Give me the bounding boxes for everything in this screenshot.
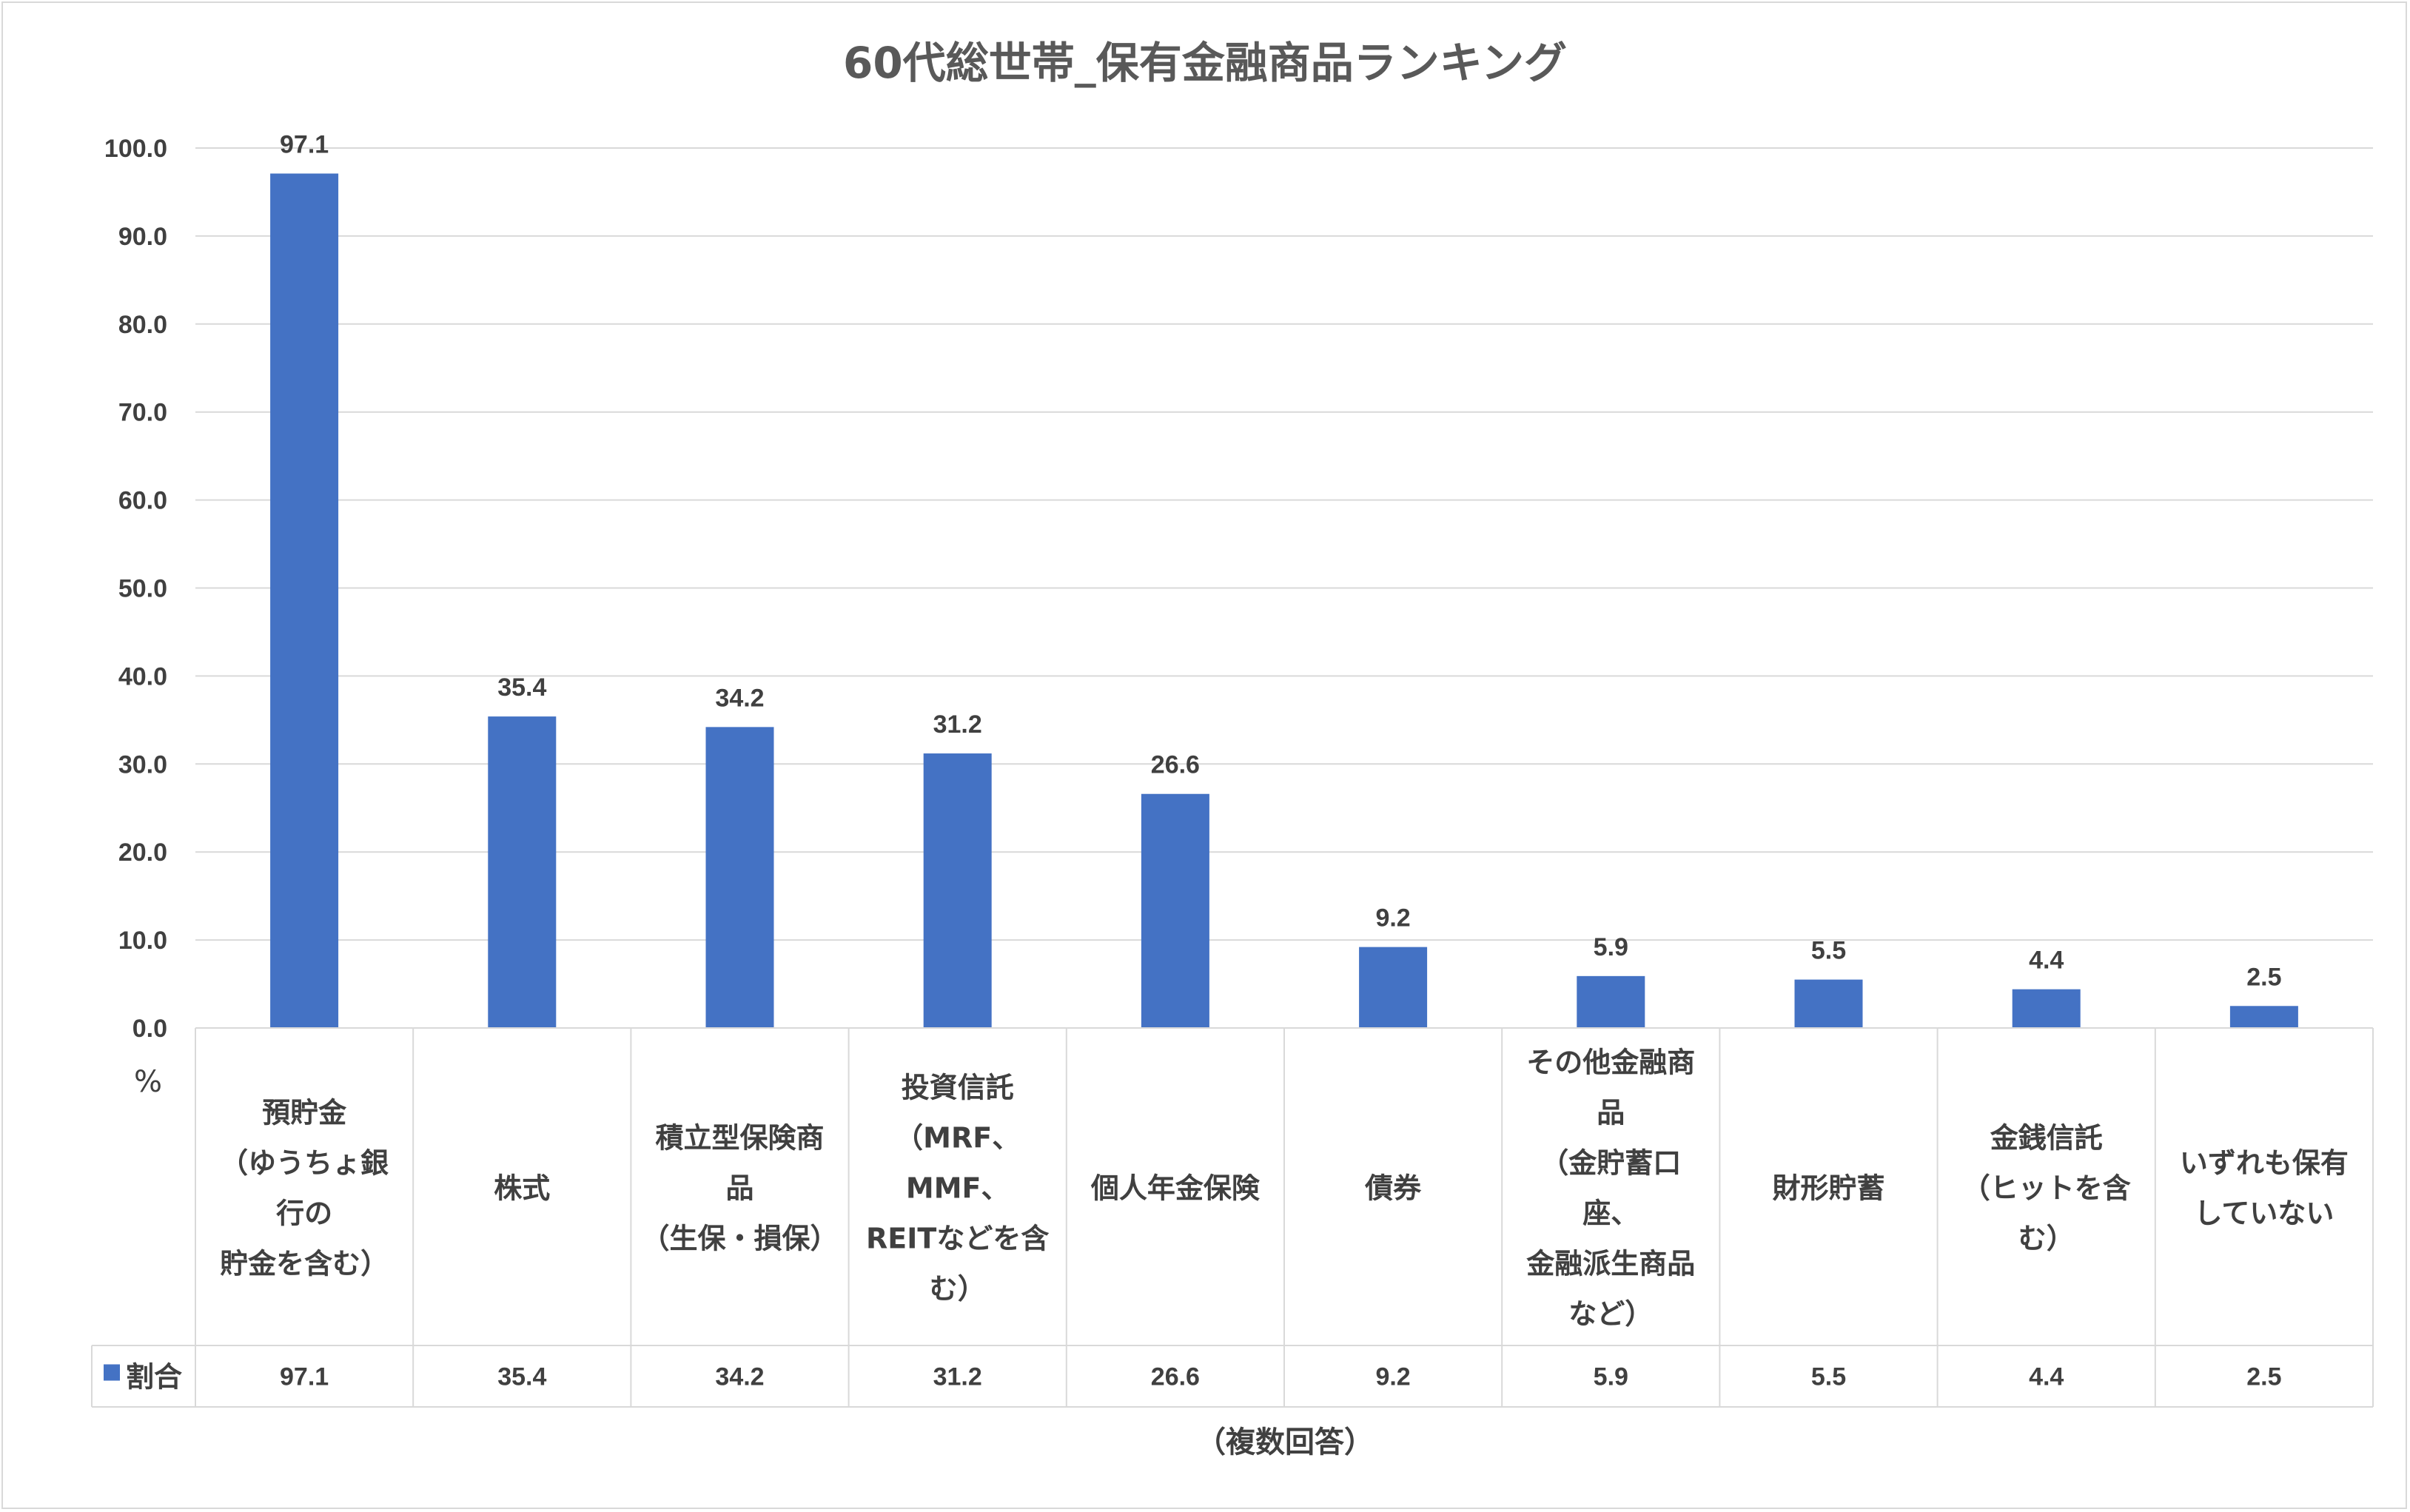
bar	[2012, 989, 2081, 1028]
y-tick-label: 30.0	[118, 750, 167, 779]
bar	[1577, 975, 1645, 1028]
bar	[270, 173, 339, 1029]
bar	[1794, 979, 1863, 1028]
table-value: 4.4	[2029, 1363, 2064, 1391]
y-tick-label: 20.0	[118, 839, 167, 867]
category-label: 金銭信託（ヒットを含む）	[1962, 1122, 2131, 1255]
y-tick-label: 100.0	[104, 135, 167, 163]
category-label: その他金融商品（金貯蓄口座、金融派生商品など）	[1525, 1046, 1695, 1331]
table-value: 5.9	[1594, 1363, 1628, 1391]
table-value: 5.5	[1811, 1363, 1846, 1391]
data-label: 2.5	[2246, 963, 2281, 991]
bar	[1141, 793, 1209, 1028]
table-value: 9.2	[1375, 1363, 1410, 1391]
data-label: 35.4	[497, 673, 546, 702]
legend-swatch	[104, 1364, 120, 1381]
category-label: 預貯金（ゆうちょ銀行の貯金を含む）	[220, 1097, 389, 1280]
y-tick-label: 50.0	[118, 575, 167, 603]
table-value: 34.2	[715, 1363, 764, 1391]
y-axis-unit: %	[134, 1065, 162, 1099]
x-axis-label: （複数回答）	[1196, 1425, 1374, 1459]
category-label: いずれも保有していない	[2180, 1147, 2349, 1230]
data-label: 5.9	[1594, 933, 1628, 961]
y-tick-label: 60.0	[118, 487, 167, 515]
data-label: 5.5	[1811, 937, 1846, 965]
y-tick-label: 40.0	[118, 662, 167, 691]
y-tick-label: 80.0	[118, 311, 167, 339]
table-value: 31.2	[933, 1363, 982, 1391]
legend-label: 割合	[126, 1361, 182, 1394]
bar	[705, 727, 774, 1028]
chart-title: 60代総世帯_保有金融商品ランキング	[843, 38, 1567, 88]
data-label: 31.2	[933, 710, 982, 739]
category-label: 個人年金保険	[1090, 1172, 1261, 1205]
data-label: 26.6	[1151, 751, 1200, 779]
data-table: 預貯金（ゆうちょ銀行の貯金を含む） 株式 積立型保険商品（生保・損保）投資信託（MR…	[91, 1027, 2374, 1408]
category-label: 債券	[1364, 1172, 1422, 1205]
table-value: 26.6	[1151, 1363, 1200, 1391]
y-tick-label: 10.0	[118, 927, 167, 955]
category-label: 積立型保険商品（生保・損保）	[641, 1122, 838, 1255]
category-label: 財形貯蓄	[1772, 1172, 1884, 1205]
bar	[1359, 947, 1428, 1028]
data-labels: 97.1 35.4 34.2 31.2 26.6 9.2 5.9 5.5 4.4 2.5	[280, 130, 2282, 991]
category-label: 株式	[494, 1172, 550, 1205]
data-label: 97.1	[280, 130, 329, 158]
data-label: 4.4	[2029, 947, 2064, 975]
y-tick-label: 70.0	[118, 399, 167, 427]
bars	[270, 173, 2298, 1029]
y-tick-label: 90.0	[118, 223, 167, 251]
table-value: 2.5	[2246, 1363, 2281, 1391]
bar	[488, 716, 557, 1028]
y-tick-label: 0.0	[132, 1015, 167, 1043]
bar	[923, 753, 992, 1028]
y-axis: 0.0 10.0 20.0 30.0 40.0 50.0 60.0 70.0 80.0 90.0 1…	[104, 135, 167, 1043]
data-label: 9.2	[1375, 904, 1410, 933]
table-value: 35.4	[497, 1363, 546, 1391]
table-value: 97.1	[280, 1363, 329, 1391]
category-label: 投資信託（MRF、 MMF、 REITなどを含む）	[866, 1072, 1049, 1306]
data-label: 34.2	[715, 684, 764, 712]
bar	[2229, 1006, 2298, 1028]
